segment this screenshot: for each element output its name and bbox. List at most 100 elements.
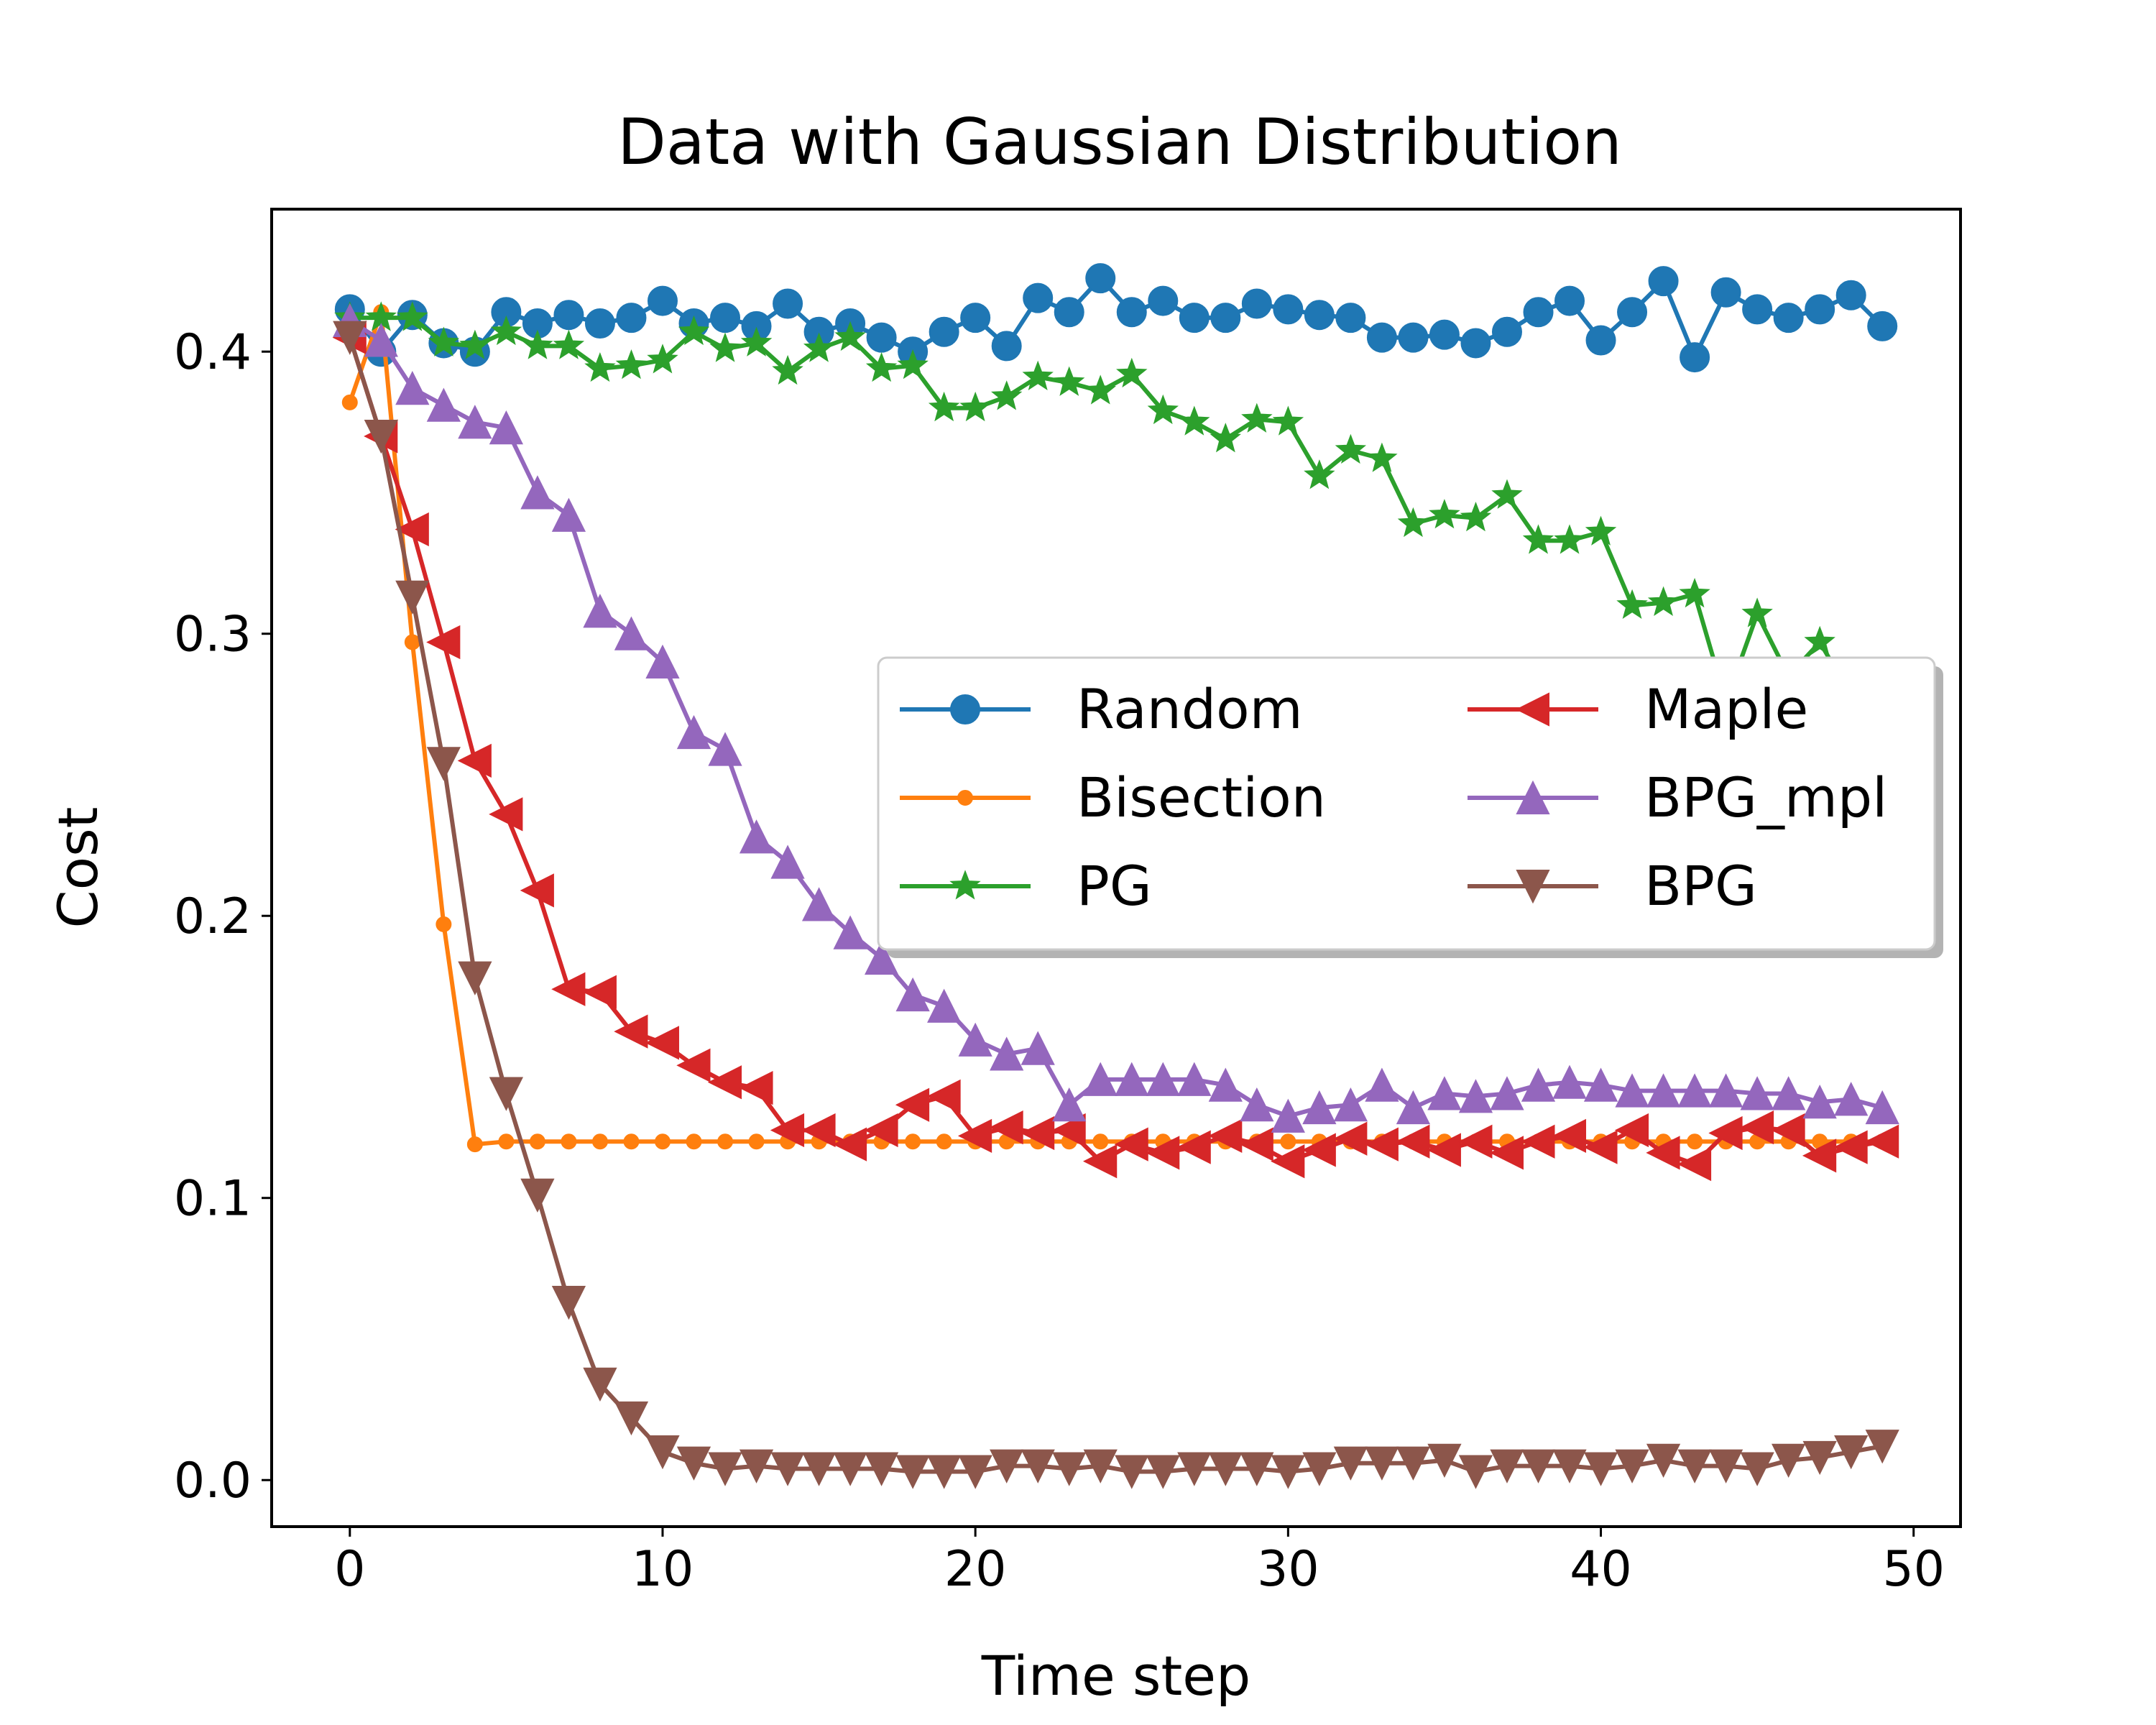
y-axis: 0.0 0.1 0.2 0.3 0.4 (174, 324, 272, 1509)
data-point-bpg (1271, 1455, 1305, 1489)
series-bpg (333, 321, 1899, 1489)
data-point-bpg (1458, 1455, 1493, 1489)
data-point-bpg-mpl (1333, 1087, 1368, 1122)
legend-entry-random: Random (900, 677, 1303, 741)
legend-label: BPG (1644, 854, 1757, 918)
data-point-pg (1647, 586, 1680, 616)
data-point-bpg (364, 419, 398, 454)
data-point-random (1460, 328, 1491, 359)
data-point-maple (895, 1087, 930, 1122)
data-point-bpg (1333, 1446, 1368, 1481)
data-point-bpg-mpl (1302, 1090, 1337, 1125)
data-point-maple (1489, 1136, 1524, 1170)
data-point-random (1867, 310, 1898, 341)
data-point-maple (1771, 1113, 1805, 1148)
data-point-bpg-mpl (520, 475, 555, 510)
data-point-pg (1522, 524, 1554, 554)
data-point-bisection (404, 634, 420, 650)
data-point-pg (522, 329, 553, 359)
y-tick-label: 0.4 (174, 324, 252, 381)
data-point-bpg-mpl (1865, 1090, 1899, 1125)
data-point-maple (1051, 1113, 1086, 1148)
y-axis-label: Cost (46, 807, 110, 929)
data-point-pg (1585, 515, 1617, 546)
data-point-pg (834, 321, 866, 351)
legend-box (877, 656, 1936, 951)
data-point-bpg-mpl (1708, 1073, 1743, 1108)
data-point-bisection (654, 1133, 671, 1150)
data-point-maple (1739, 1110, 1774, 1145)
data-point-pg (553, 329, 585, 359)
data-point-bisection (936, 1133, 952, 1150)
data-point-random (647, 285, 678, 316)
data-point-random (1179, 303, 1210, 334)
data-point-bisection (529, 1133, 545, 1150)
data-point-bpg (1177, 1452, 1212, 1486)
data-point-maple (707, 1065, 742, 1100)
data-point-bpg-mpl (1271, 1098, 1305, 1133)
data-point-maple (801, 1113, 836, 1148)
data-point-bpg (1834, 1435, 1869, 1470)
data-point-maple (395, 512, 429, 547)
data-point-maple (1427, 1133, 1461, 1167)
data-point-bpg-mpl (489, 410, 524, 445)
data-point-bpg-mpl (614, 616, 649, 650)
data-point-pg (1491, 479, 1523, 509)
data-point-bpg-mpl (364, 323, 398, 357)
data-point-random (1585, 325, 1616, 356)
data-point-bpg (1615, 1449, 1649, 1484)
data-point-random (929, 316, 959, 347)
series-random (334, 263, 1898, 373)
data-point-maple (1583, 1130, 1618, 1164)
data-point-bpg (1583, 1452, 1618, 1486)
data-point-bisection (686, 1133, 702, 1150)
x-tick-label: 40 (1570, 1541, 1632, 1598)
data-point-pg (1397, 507, 1429, 538)
data-point-bpg-mpl (1552, 1064, 1587, 1099)
data-point-pg (1335, 433, 1367, 464)
data-point-bpg-mpl (426, 387, 461, 422)
data-point-bpg-mpl (1772, 1076, 1806, 1110)
data-point-bisection (905, 1133, 921, 1150)
data-point-pg (615, 349, 648, 380)
data-point-maple (1208, 1118, 1243, 1153)
data-point-random (1304, 300, 1335, 331)
data-point-maple (1020, 1116, 1055, 1151)
data-point-bpg (1083, 1449, 1118, 1484)
data-point-bpg (1115, 1455, 1149, 1489)
data-point-bpg (1865, 1430, 1899, 1464)
data-point-bpg (958, 1455, 992, 1489)
data-point-pg (709, 332, 741, 362)
data-point-pg (1179, 405, 1210, 436)
data-point-maple (614, 1014, 648, 1049)
legend-label: PG (1077, 854, 1152, 918)
x-axis-label: Time step (981, 1644, 1251, 1708)
data-point-pg (959, 391, 991, 422)
data-point-bpg-mpl (801, 887, 837, 921)
series-maple (332, 320, 1899, 1182)
data-point-bpg (1302, 1452, 1337, 1486)
data-point-bpg (676, 1446, 711, 1481)
data-point-random (1491, 316, 1522, 347)
data-point-pg (1554, 524, 1585, 554)
data-point-random (1210, 303, 1241, 334)
data-point-maple (1302, 1133, 1336, 1167)
data-point-bpg (426, 747, 461, 781)
data-point-random (1116, 297, 1147, 328)
data-point-random (1648, 266, 1679, 297)
data-point-bpg (395, 580, 430, 615)
data-point-maple (1333, 1121, 1368, 1156)
data-point-bpg-mpl (708, 732, 742, 766)
data-point-maple (739, 1071, 773, 1105)
data-point-bpg (1740, 1452, 1774, 1486)
legend-marker-bpg-mpl (1516, 780, 1550, 814)
data-point-random (1085, 263, 1116, 294)
data-point-maple (1114, 1127, 1148, 1162)
data-point-random (710, 303, 741, 334)
data-point-bpg-mpl (927, 988, 962, 1023)
data-point-pg (1022, 360, 1054, 390)
data-point-maple (864, 1113, 898, 1148)
data-point-random (1335, 303, 1366, 334)
data-point-bpg-mpl (1396, 1090, 1431, 1125)
data-point-random (1742, 294, 1773, 325)
